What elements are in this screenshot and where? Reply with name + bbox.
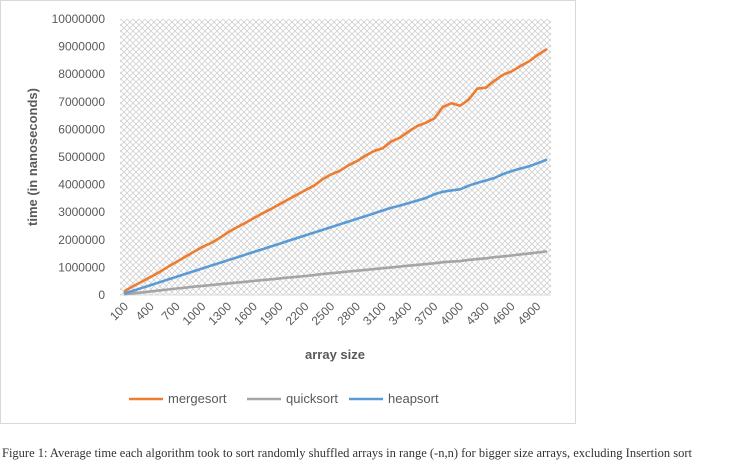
line-chart: 0 1000000 2000000 3000000 4000000 5000000 6000… bbox=[25, 12, 551, 406]
x-tick-label: 1900 bbox=[257, 299, 286, 328]
legend-label-quicksort: quicksort bbox=[286, 391, 338, 406]
y-tick-label: 5000000 bbox=[58, 150, 105, 164]
x-tick-label: 1300 bbox=[205, 299, 234, 328]
y-tick-label: 4000000 bbox=[58, 178, 105, 192]
x-tick-label: 400 bbox=[133, 299, 157, 323]
legend: mergesort quicksort heapsort bbox=[129, 391, 439, 406]
y-tick-label: 6000000 bbox=[58, 122, 105, 136]
legend-label-mergesort: mergesort bbox=[168, 391, 227, 406]
series-lines bbox=[123, 48, 548, 296]
y-tick-label: 3000000 bbox=[58, 205, 105, 219]
y-tick-label: 0 bbox=[98, 288, 105, 302]
x-tick-label: 2800 bbox=[334, 299, 363, 328]
quicksort-series-line bbox=[123, 250, 548, 296]
heapsort-series-line bbox=[123, 158, 548, 295]
x-tick-label: 3400 bbox=[386, 299, 415, 328]
legend-label-heapsort: heapsort bbox=[388, 391, 439, 406]
figure-caption: Figure 1: Average time each algorithm to… bbox=[2, 446, 692, 460]
x-tick-label: 4000 bbox=[437, 299, 466, 328]
y-tick-label: 7000000 bbox=[58, 95, 105, 109]
x-tick-label: 1600 bbox=[231, 299, 260, 328]
plot-area bbox=[120, 19, 551, 295]
y-axis-title: time (in nanoseconds) bbox=[25, 88, 40, 226]
y-tick-label: 1000000 bbox=[58, 260, 105, 274]
y-tick-labels: 0 1000000 2000000 3000000 4000000 5000000 6000… bbox=[52, 12, 106, 302]
x-tick-label: 1000 bbox=[180, 299, 209, 328]
x-tick-label: 700 bbox=[159, 299, 183, 323]
mergesort-series-line bbox=[123, 48, 548, 293]
x-tick-labels: 100 400 7001000130016001900220025002800310… bbox=[107, 299, 544, 328]
x-tick-label: 4300 bbox=[463, 299, 492, 328]
x-tick-label: 2500 bbox=[309, 299, 338, 328]
x-axis-title: array size bbox=[305, 347, 365, 362]
x-tick-label: 3700 bbox=[412, 299, 441, 328]
y-tick-label: 9000000 bbox=[58, 40, 105, 54]
x-tick-label: 4600 bbox=[489, 299, 518, 328]
y-tick-label: 8000000 bbox=[58, 67, 105, 81]
x-tick-label: 2200 bbox=[283, 299, 312, 328]
chart-frame: 0 1000000 2000000 3000000 4000000 5000000 6000… bbox=[0, 0, 576, 424]
y-tick-label: 10000000 bbox=[52, 12, 106, 26]
x-tick-label: 100 bbox=[107, 299, 131, 323]
x-tick-label: 3100 bbox=[360, 299, 389, 328]
x-tick-label: 4900 bbox=[515, 299, 544, 328]
y-tick-label: 2000000 bbox=[58, 233, 105, 247]
